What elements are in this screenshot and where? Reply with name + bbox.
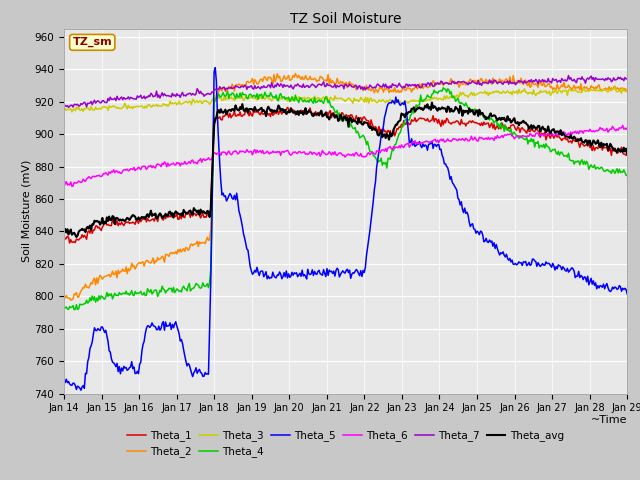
Theta_5 [333,265,341,271]
Theta_5 [397,101,405,107]
Theta_7 [65,105,72,110]
X-axis label: ~Time: ~Time [591,415,627,425]
Theta_5 [367,218,375,224]
Theta_3 [623,88,631,94]
Legend: Theta_1, Theta_2, Theta_3, Theta_4, Theta_5, Theta_6, Theta_7, Theta_avg: Theta_1, Theta_2, Theta_3, Theta_4, Thet… [124,426,568,461]
Theta_7 [523,80,531,85]
Theta_7 [612,77,620,83]
Line: Theta_1: Theta_1 [64,108,627,243]
Theta_6 [623,125,631,131]
Theta_1 [330,110,337,116]
Theta_2 [524,83,532,89]
Theta_avg [524,122,532,128]
Theta_5 [524,262,532,267]
Theta_3 [60,106,68,112]
Line: Theta_4: Theta_4 [64,88,627,310]
Theta_4 [623,173,631,179]
Theta_4 [332,110,340,116]
Theta_4 [524,141,532,147]
Theta_1 [397,121,405,127]
Theta_4 [440,85,447,91]
Theta_5 [612,285,620,290]
Theta_2 [67,297,75,303]
Text: TZ_sm: TZ_sm [72,37,112,48]
Theta_2 [60,294,68,300]
Theta_2 [397,89,405,95]
Theta_5 [330,268,337,274]
Theta_5 [60,378,68,384]
Line: Theta_2: Theta_2 [64,73,627,300]
Theta_7 [332,85,340,91]
Theta_2 [367,88,375,94]
Line: Theta_5: Theta_5 [64,68,627,390]
Theta_1 [60,233,68,239]
Theta_7 [564,72,572,78]
Line: Theta_avg: Theta_avg [64,103,627,237]
Theta_avg [623,151,631,156]
Theta_5 [623,291,631,297]
Theta_3 [329,96,337,102]
Theta_3 [612,88,620,94]
Theta_7 [329,84,337,90]
Theta_6 [619,122,627,128]
Theta_7 [60,102,68,108]
Theta_avg [366,125,374,131]
Theta_2 [333,75,341,81]
Y-axis label: Soil Moisture (mV): Soil Moisture (mV) [22,160,32,263]
Theta_4 [70,307,78,312]
Theta_7 [623,76,631,82]
Theta_6 [365,150,372,156]
Theta_1 [623,151,631,156]
Theta_6 [396,143,403,149]
Theta_1 [333,112,341,118]
Theta_6 [60,184,68,190]
Line: Theta_7: Theta_7 [64,75,627,108]
Theta_6 [610,125,618,131]
Theta_4 [329,104,337,109]
Theta_4 [366,148,374,154]
Theta_3 [523,89,531,95]
Theta_5 [77,387,84,393]
Theta_1 [284,105,291,110]
Theta_2 [612,86,620,92]
Theta_6 [328,152,335,158]
Theta_3 [366,96,374,101]
Theta_1 [612,148,620,154]
Line: Theta_6: Theta_6 [64,125,627,187]
Theta_avg [329,111,337,117]
Theta_1 [524,126,532,132]
Theta_4 [612,168,620,174]
Theta_avg [72,234,80,240]
Theta_5 [211,65,219,71]
Theta_2 [330,80,337,85]
Theta_3 [68,109,76,115]
Theta_4 [397,130,404,135]
Theta_7 [366,82,374,88]
Theta_avg [397,117,404,123]
Theta_6 [331,149,339,155]
Theta_avg [332,112,340,118]
Line: Theta_3: Theta_3 [64,87,627,112]
Theta_avg [612,148,620,154]
Title: TZ Soil Moisture: TZ Soil Moisture [290,12,401,26]
Theta_1 [367,117,375,123]
Theta_7 [397,83,404,88]
Theta_avg [60,228,68,234]
Theta_2 [623,86,631,92]
Theta_avg [428,100,436,106]
Theta_1 [66,240,74,246]
Theta_6 [522,133,529,139]
Theta_4 [60,305,68,311]
Theta_3 [332,96,340,102]
Theta_3 [611,84,619,90]
Theta_3 [397,98,404,104]
Theta_2 [292,71,300,76]
